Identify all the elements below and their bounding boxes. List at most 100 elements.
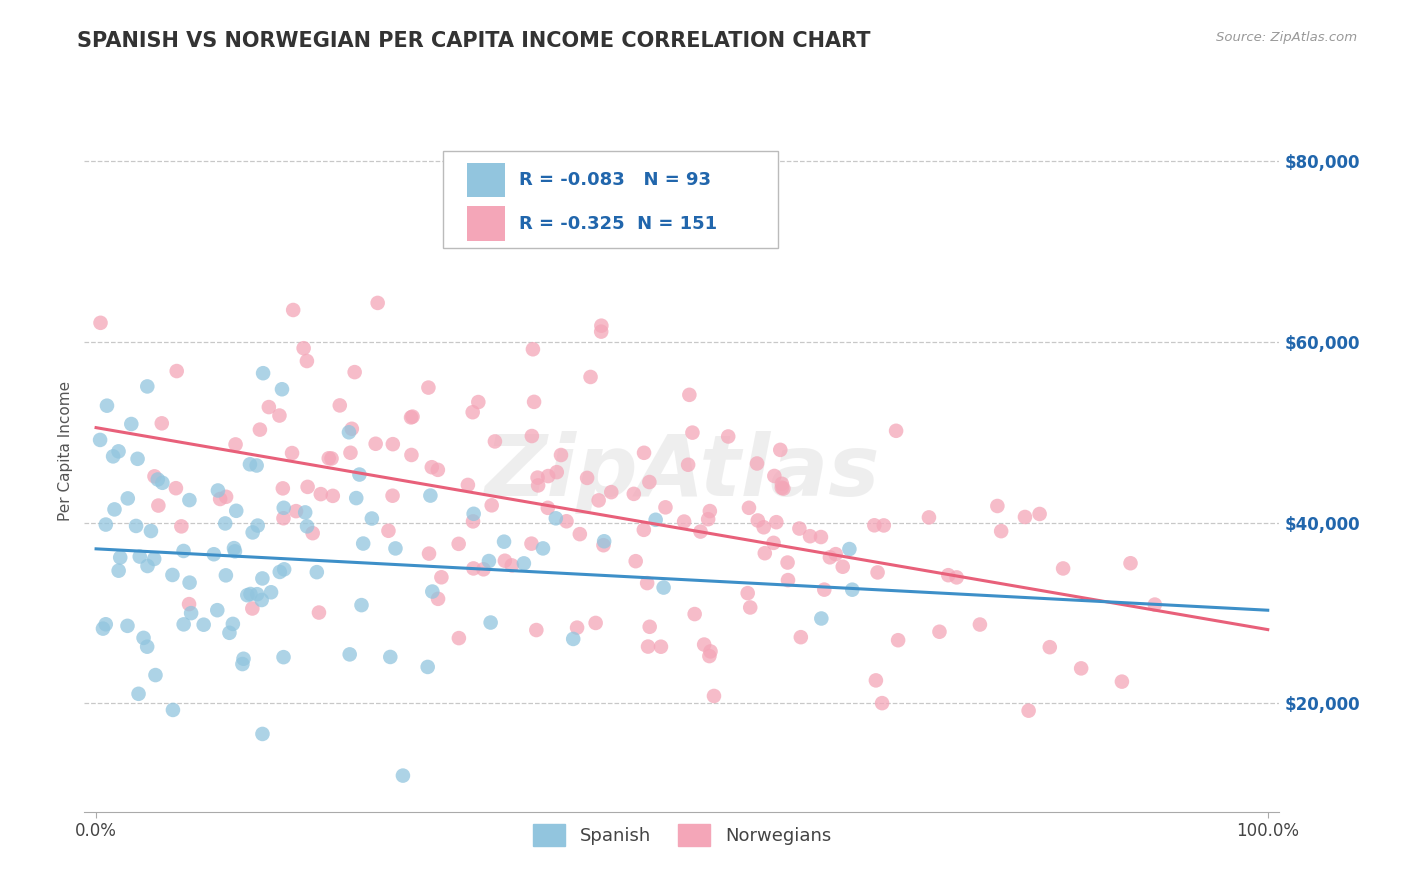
Point	[96, 399, 118, 413]
Point	[349, 467, 371, 482]
Point	[295, 354, 318, 368]
Point	[990, 524, 1012, 538]
Point	[125, 519, 148, 533]
Point	[271, 481, 294, 495]
Point	[179, 575, 201, 590]
Point	[236, 588, 259, 602]
Point	[969, 617, 991, 632]
Point	[738, 500, 761, 515]
Point	[170, 519, 193, 533]
Point	[231, 657, 253, 671]
Point	[699, 649, 721, 664]
Point	[737, 586, 759, 600]
Point	[544, 511, 567, 525]
Point	[427, 591, 450, 606]
Point	[593, 534, 616, 549]
Point	[818, 550, 841, 565]
Point	[399, 410, 422, 425]
Point	[271, 382, 294, 396]
Point	[531, 541, 554, 556]
Point	[918, 510, 941, 524]
Point	[381, 489, 404, 503]
Point	[224, 544, 246, 558]
Point	[384, 541, 406, 556]
Point	[136, 379, 159, 393]
Point	[841, 582, 863, 597]
Point	[522, 343, 544, 357]
Point	[321, 451, 343, 466]
Point	[269, 565, 291, 579]
Point	[209, 491, 232, 506]
Point	[430, 570, 453, 584]
Point	[308, 606, 330, 620]
Point	[479, 615, 502, 630]
Point	[162, 568, 184, 582]
Point	[1119, 556, 1142, 570]
Point	[132, 631, 155, 645]
Point	[484, 434, 506, 449]
Point	[537, 500, 560, 515]
Point	[128, 549, 150, 564]
Point	[292, 341, 315, 355]
Point	[166, 364, 188, 378]
Point	[576, 471, 599, 485]
Point	[416, 660, 439, 674]
Point	[789, 522, 811, 536]
Point	[297, 480, 319, 494]
Point	[246, 587, 269, 601]
Point	[1018, 704, 1040, 718]
Point	[524, 623, 547, 637]
Point	[177, 597, 200, 611]
Point	[863, 518, 886, 533]
Point	[152, 475, 174, 490]
Point	[884, 424, 907, 438]
Point	[747, 513, 769, 527]
Point	[936, 568, 959, 582]
Point	[831, 559, 853, 574]
Point	[215, 490, 238, 504]
Point	[633, 523, 655, 537]
Point	[523, 395, 546, 409]
Point	[392, 769, 415, 783]
Point	[360, 511, 382, 525]
Point	[377, 524, 399, 538]
Point	[350, 598, 373, 612]
Point	[401, 448, 423, 462]
Point	[763, 469, 786, 483]
Point	[765, 515, 787, 529]
Point	[214, 516, 236, 531]
Point	[207, 483, 229, 498]
Point	[207, 603, 229, 617]
Point	[273, 511, 295, 525]
Point	[173, 544, 195, 558]
Point	[683, 607, 706, 621]
Point	[420, 460, 443, 475]
Point	[215, 568, 238, 582]
Point	[591, 325, 613, 339]
Point	[381, 437, 404, 451]
Point	[117, 619, 139, 633]
Point	[813, 582, 835, 597]
Point	[824, 547, 846, 561]
Point	[776, 573, 799, 587]
Point	[91, 622, 114, 636]
Point	[623, 487, 645, 501]
Point	[225, 504, 247, 518]
Point	[461, 515, 484, 529]
Point	[745, 457, 768, 471]
Point	[143, 552, 166, 566]
Point	[242, 525, 264, 540]
Point	[250, 593, 273, 607]
Point	[697, 512, 720, 526]
Point	[638, 620, 661, 634]
Point	[513, 557, 536, 571]
Point	[537, 469, 560, 483]
Point	[202, 547, 225, 561]
Point	[865, 673, 887, 688]
Point	[565, 621, 588, 635]
Point	[1039, 640, 1062, 655]
Point	[239, 587, 262, 601]
Point	[887, 633, 910, 648]
Text: R = -0.083   N = 93: R = -0.083 N = 93	[519, 171, 711, 189]
Point	[239, 458, 262, 472]
